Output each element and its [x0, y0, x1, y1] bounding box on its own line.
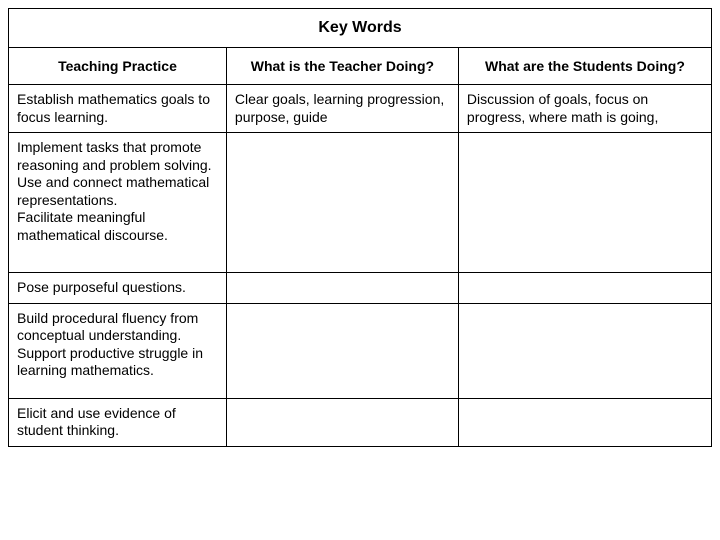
- cell-teacher: [226, 273, 458, 304]
- cell-students: [458, 273, 711, 304]
- cell-students: [458, 398, 711, 446]
- table-row: Elicit and use evidence of student think…: [9, 398, 712, 446]
- table-row: Implement tasks that promote reasoning a…: [9, 133, 712, 273]
- cell-teacher: Clear goals, learning progression, purpo…: [226, 85, 458, 133]
- table-title: Key Words: [9, 9, 712, 48]
- cell-practice: Build procedural fluency from conceptual…: [9, 303, 227, 398]
- key-words-table: Key Words Teaching Practice What is the …: [8, 8, 712, 447]
- cell-practice: Implement tasks that promote reasoning a…: [9, 133, 227, 273]
- cell-practice: Elicit and use evidence of student think…: [9, 398, 227, 446]
- cell-students: [458, 133, 711, 273]
- cell-teacher: [226, 303, 458, 398]
- cell-teacher: [226, 133, 458, 273]
- col-header-teacher: What is the Teacher Doing?: [226, 48, 458, 85]
- table-row: Build procedural fluency from conceptual…: [9, 303, 712, 398]
- col-header-students: What are the Students Doing?: [458, 48, 711, 85]
- cell-practice: Establish mathematics goals to focus lea…: [9, 85, 227, 133]
- col-header-practice: Teaching Practice: [9, 48, 227, 85]
- cell-students: Discussion of goals, focus on progress, …: [458, 85, 711, 133]
- title-row: Key Words: [9, 9, 712, 48]
- header-row: Teaching Practice What is the Teacher Do…: [9, 48, 712, 85]
- table-row: Establish mathematics goals to focus lea…: [9, 85, 712, 133]
- table-row: Pose purposeful questions.: [9, 273, 712, 304]
- cell-teacher: [226, 398, 458, 446]
- cell-practice: Pose purposeful questions.: [9, 273, 227, 304]
- cell-students: [458, 303, 711, 398]
